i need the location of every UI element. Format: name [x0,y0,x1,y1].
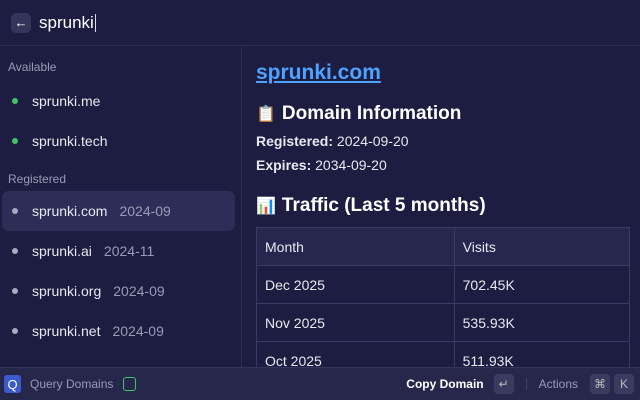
domain-date: 2024-09 [112,323,164,339]
domain-link[interactable]: sprunki.com [256,61,381,84]
status-dot-icon [12,208,18,214]
bar-chart-icon: 📊 [256,198,276,215]
k-key-icon: K [614,374,634,394]
domain-name: sprunki.net [32,323,101,339]
list-item[interactable]: sprunki.com 2024-09 [2,191,235,231]
cell-month: Nov 2025 [256,303,455,342]
expires-value: 2034-09-20 [315,157,387,173]
search-input[interactable]: sprunki [39,13,96,33]
cell-visits: 511.93K [453,341,631,367]
list-item[interactable]: sprunki.org 2024-09 [2,271,235,311]
search-query: sprunki [39,12,94,32]
heading-text: Domain Information [281,103,462,124]
list-item[interactable]: sprunki.me [2,81,235,121]
table-header: Month Visits [256,227,631,266]
section-registered: Registered [8,172,67,186]
table-row: Dec 2025 702.45K [256,265,631,304]
actions-button[interactable]: Actions [538,377,578,391]
traffic-heading: 📊 Traffic (Last 5 months) [256,195,640,217]
enter-key-icon: ↵ [493,374,514,394]
app-logo-icon: Q [4,375,21,393]
domain-date: 2024-11 [103,243,155,259]
domain-name: sprunki.org [32,283,102,299]
back-button[interactable]: ← [11,12,31,33]
status-dot-icon [12,98,18,104]
status-dot-icon [12,138,18,144]
list-item[interactable]: sprunki.ai 2024-11 [2,231,235,271]
expires-row: Expires: 2034-09-20 [256,157,640,173]
header-visits: Visits [453,227,631,266]
registered-row: Registered: 2024-09-20 [256,133,640,149]
traffic-table: Month Visits Dec 2025 702.45K Nov 2025 535.… [256,227,631,367]
domain-name: sprunki.com [32,203,108,219]
cell-visits: 535.93K [453,303,631,342]
copy-domain-button[interactable]: Copy Domain [406,377,484,391]
table-row: Nov 2025 535.93K [256,303,631,342]
divider [525,378,527,390]
expires-label: Expires: [256,157,312,173]
list-item[interactable]: sprunki.net 2024-09 [2,311,235,351]
detail-pane: sprunki.com 📋 Domain Information Register… [243,47,640,367]
status-dot-icon [12,248,18,254]
domain-name: sprunki.tech [32,133,108,149]
cell-month: Oct 2025 [256,341,455,367]
heading-text: Traffic (Last 5 months) [281,195,486,216]
domain-name: sprunki.ai [32,243,92,259]
info-heading: 📋 Domain Information [256,103,640,125]
status-dot-icon [12,328,18,334]
search-bar: ← sprunki [0,0,640,46]
section-available: Available [8,60,57,74]
list-item[interactable]: sprunki.tech [2,121,235,161]
domain-name: sprunki.me [32,93,101,109]
action-bar: Q Query Domains Copy Domain ↵ Actions ⌘ … [0,367,640,400]
header-month: Month [256,227,455,266]
cell-visits: 702.45K [453,265,631,304]
app-name: Query Domains [30,377,114,391]
status-dot-icon [12,288,18,294]
command-key-icon: ⌘ [590,374,610,394]
cell-month: Dec 2025 [256,265,455,304]
registered-value: 2024-09-20 [336,133,409,149]
sidebar: Available sprunki.me sprunki.tech Regist… [0,47,242,367]
storage-icon [123,377,137,391]
clipboard-icon: 📋 [256,106,276,123]
registered-label: Registered: [256,133,334,149]
domain-date: 2024-09 [113,283,165,299]
domain-date: 2024-09 [119,203,171,219]
table-row: Oct 2025 511.93K [256,341,631,367]
